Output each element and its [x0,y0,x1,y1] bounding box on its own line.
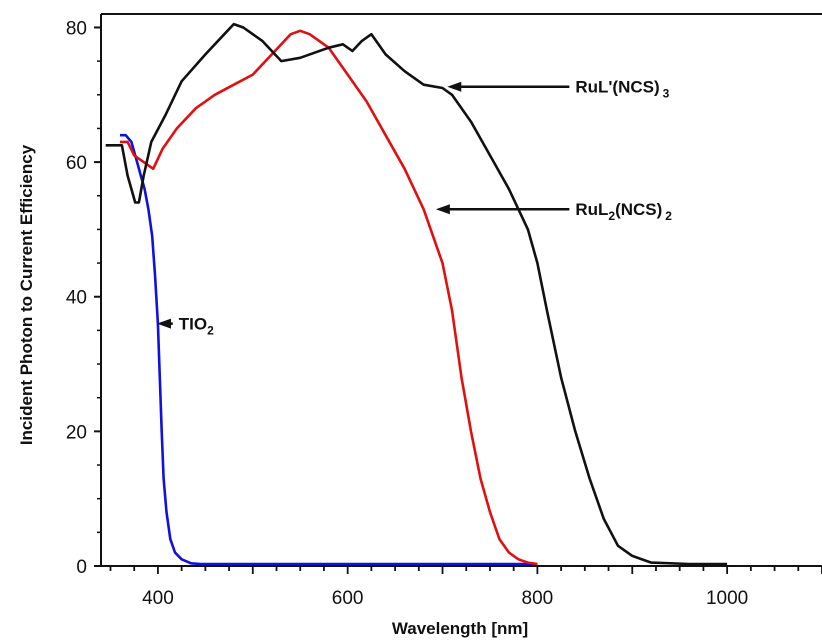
series-line-3 [105,22,728,566]
series-line-2 [120,29,538,566]
annotation-arrowhead [435,204,450,215]
annotation-arrowhead [156,318,171,329]
annotation-label: TIO2 [179,315,214,338]
annotation-label: RuL2(NCS) 2 [575,200,672,223]
y-axis-title: Incident Photon to Current Efficiency [17,144,36,445]
x-axis-title: Wavelength [nm] [392,619,528,638]
annotations: TIO2 RuL2(NCS) 2 RuL'(NCS) 3 [156,78,672,338]
series-line-1 [120,133,538,566]
y-tick-label: 20 [66,422,87,443]
annotation-arrowhead [447,81,462,92]
y-tick-label: 80 [66,18,87,39]
y-tick-label: 40 [66,288,87,309]
y-axis: 0 20 40 60 80 [66,18,101,578]
y-tick-label: 60 [66,153,87,174]
annotation-1: TIO2 [156,315,214,338]
x-tick-label: 1000 [706,588,748,609]
x-tick-label: 600 [332,588,364,609]
series-lines [105,22,728,566]
annotation-3: RuL'(NCS) 3 [447,78,670,101]
x-tick-label: 400 [142,588,174,609]
y-tick-label: 0 [76,557,87,578]
annotation-2: RuL2(NCS) 2 [435,200,672,223]
x-tick-label: 800 [522,588,554,609]
plot-area [100,13,822,567]
annotation-label: RuL'(NCS) 3 [575,78,669,101]
x-axis: 400 600 800 1000 [109,566,822,609]
